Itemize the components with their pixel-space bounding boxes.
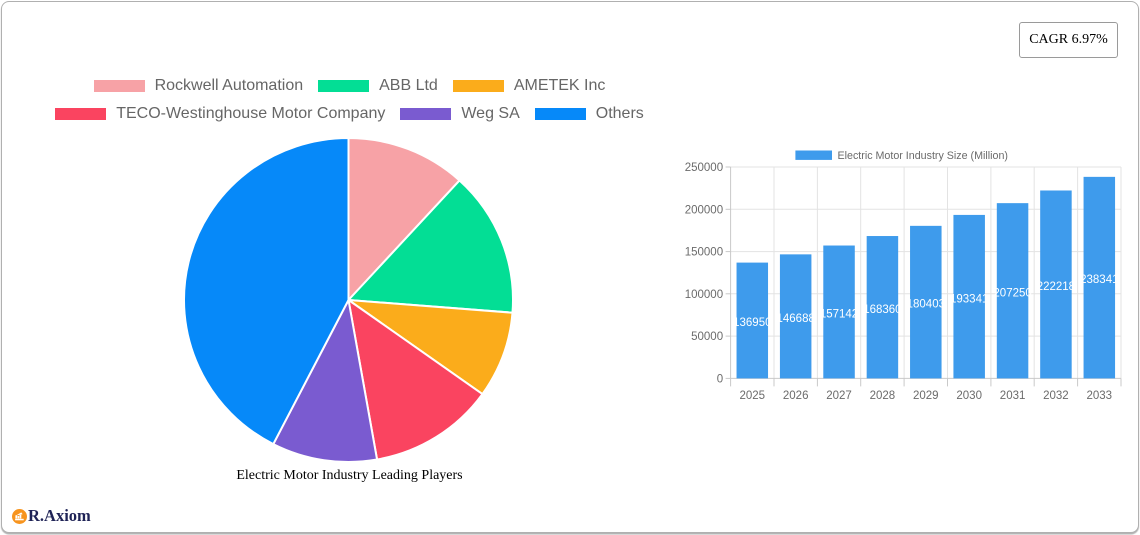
svg-text:2033: 2033 <box>1087 390 1113 402</box>
svg-text:157142: 157142 <box>820 309 858 321</box>
svg-text:100000: 100000 <box>685 289 723 301</box>
svg-text:180403: 180403 <box>907 299 945 311</box>
svg-text:2025: 2025 <box>740 390 766 402</box>
svg-text:238341: 238341 <box>1080 274 1118 286</box>
svg-text:193341: 193341 <box>950 293 988 305</box>
svg-text:2031: 2031 <box>1000 390 1026 402</box>
svg-text:50000: 50000 <box>691 331 723 343</box>
svg-text:Electric Motor Industry Size (: Electric Motor Industry Size (Million) <box>838 150 1008 162</box>
svg-text:2028: 2028 <box>870 390 896 402</box>
svg-text:136950: 136950 <box>733 317 771 329</box>
svg-text:200000: 200000 <box>685 204 723 216</box>
svg-text:146688: 146688 <box>777 313 815 325</box>
svg-text:2027: 2027 <box>826 390 852 402</box>
svg-text:222218: 222218 <box>1037 281 1075 293</box>
svg-text:2032: 2032 <box>1043 390 1069 402</box>
svg-text:168360: 168360 <box>863 304 901 316</box>
svg-text:207250: 207250 <box>993 287 1031 299</box>
svg-text:250000: 250000 <box>685 162 723 174</box>
svg-text:2029: 2029 <box>913 390 939 402</box>
svg-text:2026: 2026 <box>783 390 809 402</box>
svg-text:2030: 2030 <box>956 390 982 402</box>
svg-text:150000: 150000 <box>685 247 723 259</box>
svg-text:0: 0 <box>717 374 723 386</box>
